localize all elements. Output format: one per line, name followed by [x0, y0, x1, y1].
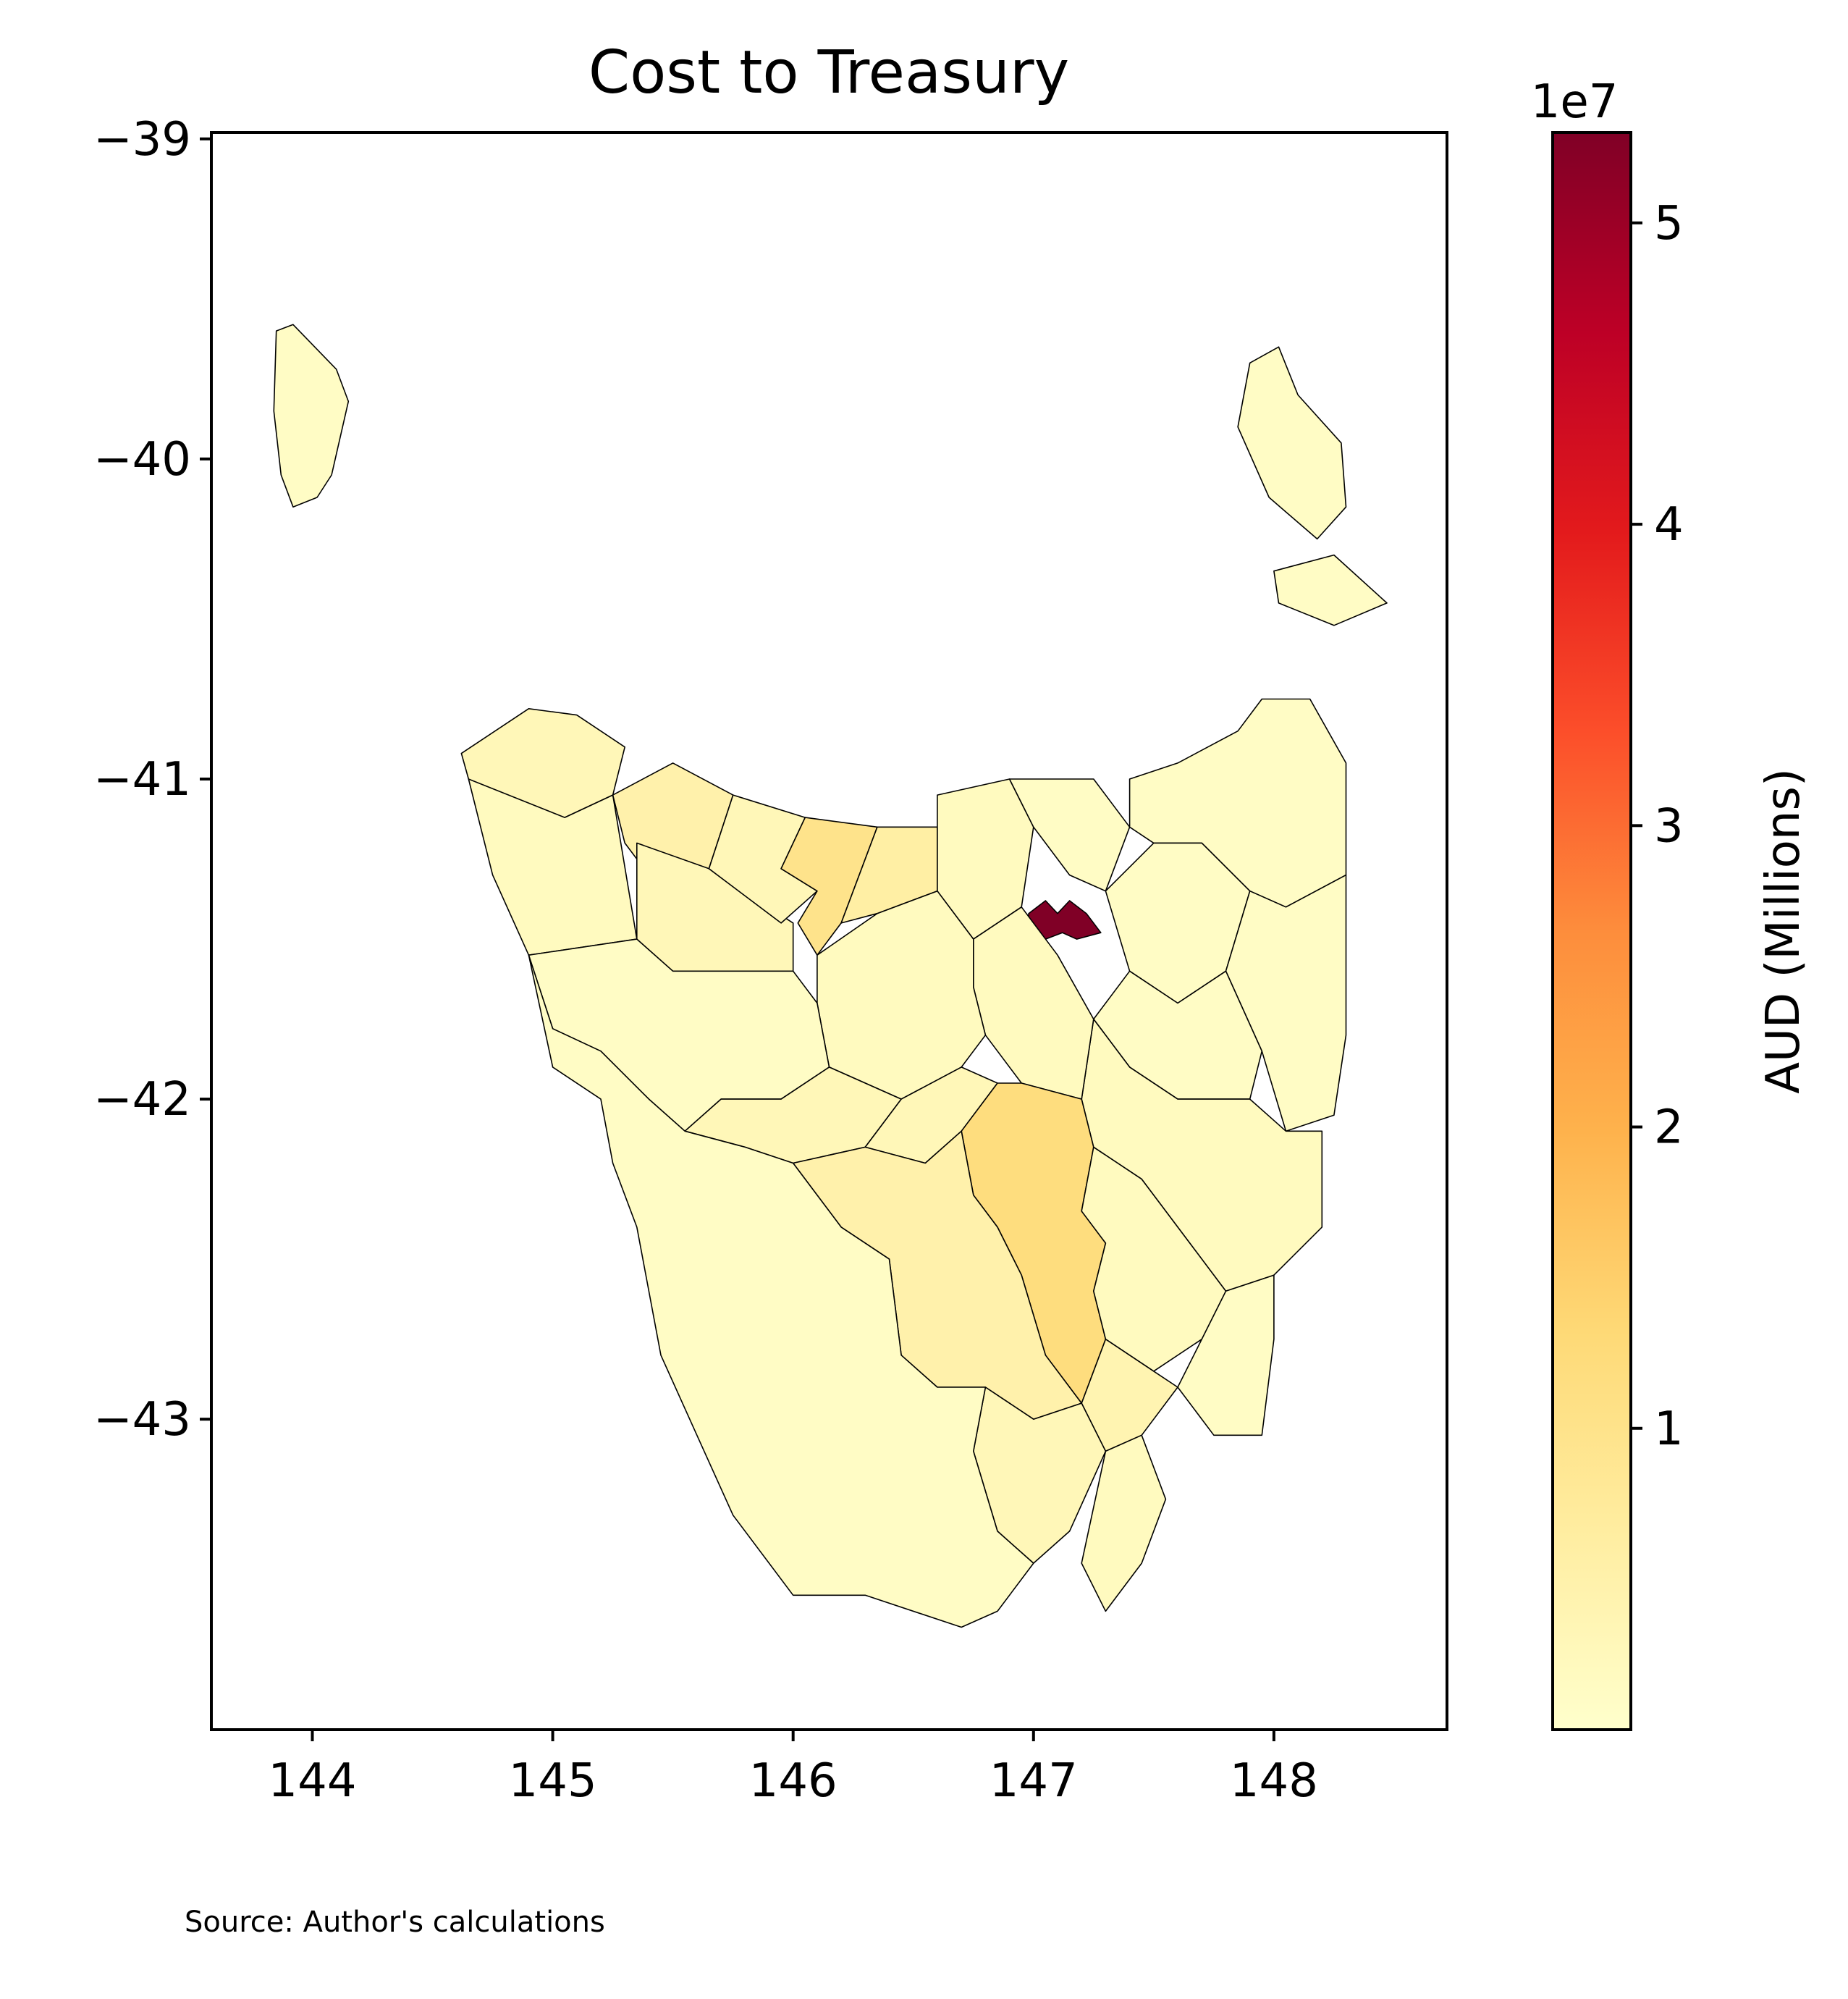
- x-axis: 144 145 146 147 148: [268, 1730, 1318, 1808]
- colorbar-tick-label: 1: [1654, 1402, 1684, 1456]
- colorbar-offset-text: 1e7: [1531, 75, 1619, 129]
- x-tick-label: 147: [990, 1754, 1078, 1808]
- map-region-1: [273, 324, 350, 508]
- y-axis: −39 −40 −41 −42 −43: [93, 113, 211, 1447]
- map-region-2: [1237, 346, 1347, 540]
- colorbar-tick-label: 4: [1654, 498, 1684, 552]
- map-region-3: [1273, 554, 1388, 626]
- colorbar: [1551, 131, 1632, 1731]
- map-region-27: [1177, 1274, 1275, 1436]
- y-tick-label: −39: [93, 113, 191, 167]
- source-note: Source: Author's calculations: [185, 1906, 605, 1939]
- colorbar-ticks: 1 2 3 4 5: [1631, 197, 1684, 1456]
- map-region-31: [528, 954, 1034, 1628]
- y-tick-label: −40: [93, 433, 191, 487]
- map-regions: [273, 324, 1388, 1628]
- colorbar-tick-label: 3: [1654, 799, 1684, 853]
- x-tick-label: 144: [268, 1754, 356, 1808]
- map-region-30: [1081, 1434, 1167, 1612]
- chart-title: Cost to Treasury: [588, 38, 1069, 107]
- y-tick-label: −43: [93, 1393, 191, 1447]
- plot-frame: [210, 131, 1448, 1731]
- x-tick-label: 145: [509, 1754, 597, 1808]
- colorbar-label: AUD (Millions): [1757, 768, 1810, 1094]
- y-tick-label: −42: [93, 1073, 191, 1127]
- colorbar-tick-label: 5: [1654, 197, 1684, 251]
- y-tick-label: −41: [93, 753, 191, 807]
- x-tick-label: 146: [749, 1754, 837, 1808]
- colorbar-tick-label: 2: [1654, 1101, 1684, 1155]
- x-tick-label: 148: [1230, 1754, 1318, 1808]
